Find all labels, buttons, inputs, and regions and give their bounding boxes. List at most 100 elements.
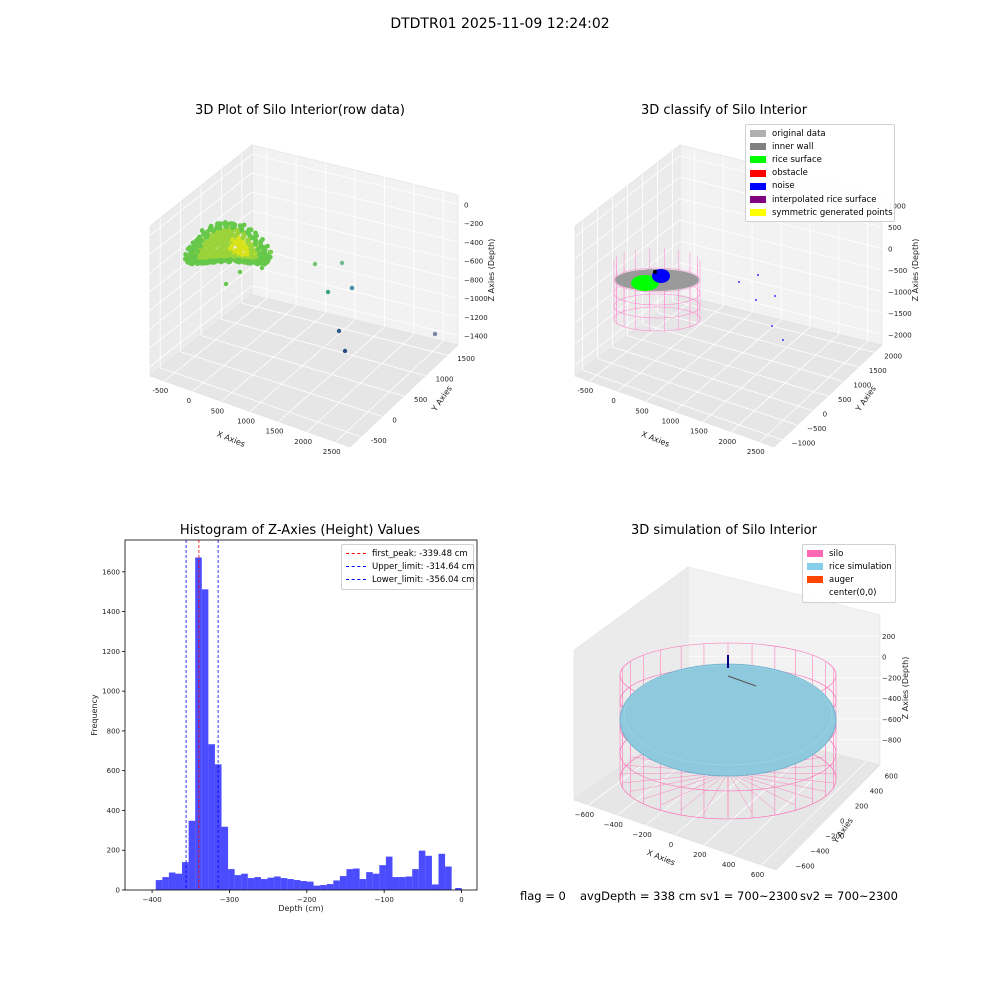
plot4-xtick-label: 200 <box>693 851 706 859</box>
plot1-point <box>187 258 192 263</box>
histogram-bar <box>412 869 419 890</box>
legend-label: Lower_limit: -356.04 cm <box>372 574 475 585</box>
histogram-ytick-label: 1200 <box>102 648 120 656</box>
histogram-bar <box>405 876 413 890</box>
histogram-legend: first_peak: -339.48 cm Upper_limit: -314.… <box>341 544 475 590</box>
legend-label: Upper_limit: -314.64 cm <box>372 561 475 572</box>
plot1-ztick-label: −1000 <box>464 295 488 303</box>
plot1-zgrid <box>251 266 459 318</box>
histogram-bar <box>455 888 462 890</box>
plot4-silo-floor-spoke <box>660 771 729 806</box>
plot4-xtick-label: 600 <box>751 871 764 879</box>
plot1-ztick-label: −1400 <box>464 333 488 341</box>
plot1-outlier-point <box>325 289 331 295</box>
legend-swatch <box>807 576 823 584</box>
plot1-outlier-point <box>349 285 355 291</box>
plot1-ztick-label: −600 <box>464 258 483 266</box>
plot2-zgrid-left <box>574 219 681 302</box>
plot2-ygrid <box>612 346 813 411</box>
plot4-ztick-label: −400 <box>882 695 901 703</box>
histogram-bar <box>379 865 386 890</box>
plot1-point <box>235 228 241 234</box>
histogram-bar <box>234 875 242 890</box>
histogram-bar <box>425 855 432 890</box>
legend-label: rice surface <box>772 154 822 165</box>
plot4-xgrid <box>732 754 840 856</box>
plot2-floor-pane <box>574 294 883 448</box>
plot1-point <box>191 242 197 248</box>
histogram-bar <box>339 876 347 890</box>
plot1-outlier-point <box>312 261 318 267</box>
plot1-ytick-label: 500 <box>414 396 427 404</box>
plot1-point <box>249 250 254 256</box>
legend-label: auger <box>829 574 854 585</box>
plot4-xtick-label: −400 <box>604 821 623 829</box>
sv2-text: sv2 = 700~2300 <box>800 889 898 903</box>
plot1-point <box>193 238 199 244</box>
plot2-noise-point <box>755 299 757 301</box>
plot2-zgrid <box>679 241 883 292</box>
plot4-silo-floor-spoke <box>727 771 753 814</box>
plot1-point <box>241 244 247 249</box>
plot2-zgrid <box>679 262 883 314</box>
legend-label: center(0,0) <box>829 588 877 599</box>
plot1-outlier-point <box>268 249 274 255</box>
plot1-point <box>236 259 242 265</box>
plot1-point <box>230 221 236 227</box>
histogram-bar <box>445 866 452 890</box>
histogram-bar <box>221 826 229 890</box>
plot1-point <box>205 245 211 250</box>
histogram-ytick-label: 1400 <box>102 608 120 616</box>
plot4-silo-floor-spoke <box>727 771 796 806</box>
histogram-bar <box>306 881 314 890</box>
plot1-xtick-label: 0 <box>187 397 191 405</box>
plot4-xgrid <box>761 761 867 866</box>
plot2-ytick-label: −500 <box>807 425 826 433</box>
plot1-point <box>202 260 208 266</box>
plot2-ztick-label: 1000 <box>888 203 906 211</box>
plot1-zgrid <box>251 191 459 243</box>
histogram-bar <box>188 820 196 890</box>
plot2-legend-item: noise <box>750 180 890 193</box>
legend-label: original data <box>772 128 826 139</box>
plot1-point <box>244 260 250 266</box>
plot1-ytick-label: 1000 <box>436 376 454 384</box>
histogram-xtick-label: −400 <box>142 896 161 904</box>
plot1-ytick-label: 0 <box>392 416 396 424</box>
plot2-xtick-label: -500 <box>577 387 593 395</box>
legend-label: silo <box>829 548 844 559</box>
plot4-ztick-label: 200 <box>882 633 895 641</box>
legend-label: rice simulation <box>829 561 892 572</box>
histogram-bar <box>254 877 261 890</box>
histogram-bar <box>418 850 426 890</box>
plot4-legend-item: center(0,0) <box>807 587 891 600</box>
plot1-point <box>201 232 207 237</box>
histogram-bar <box>195 557 202 890</box>
histogram-bar <box>175 873 183 890</box>
histogram-bar <box>326 884 334 890</box>
plot2-ytick-label: 2000 <box>884 352 902 360</box>
histogram-xlabel: Depth (cm) <box>278 904 323 913</box>
plot1-point <box>241 232 247 238</box>
plot2-zgrid <box>679 283 883 335</box>
plot2-xtick-label: 2500 <box>747 448 765 456</box>
plot1-outlier-point <box>432 331 438 337</box>
plot4-ytick-label: −200 <box>825 833 844 841</box>
plot1-point <box>255 247 261 252</box>
plot4-ytick-label: −600 <box>795 863 814 871</box>
plot1-point <box>265 243 270 249</box>
plot2-ygrid <box>657 311 859 368</box>
plot1-point <box>260 255 266 261</box>
plot1-ztick-label: −800 <box>464 276 483 284</box>
plot1-point <box>236 236 242 242</box>
histogram-bar <box>313 885 321 890</box>
plot1-point <box>202 249 208 254</box>
plot2-ztick-label: 500 <box>888 224 901 232</box>
plot1-point <box>239 240 245 245</box>
plot2-legend-item: inner wall <box>750 140 890 153</box>
plot2-ytick-label: −1000 <box>792 440 816 448</box>
plot4-silo-floor-spoke <box>643 771 729 800</box>
histogram-bar <box>346 869 354 890</box>
histogram-bar <box>392 877 400 890</box>
sv1-text: sv1 = 700~2300 <box>700 889 798 903</box>
